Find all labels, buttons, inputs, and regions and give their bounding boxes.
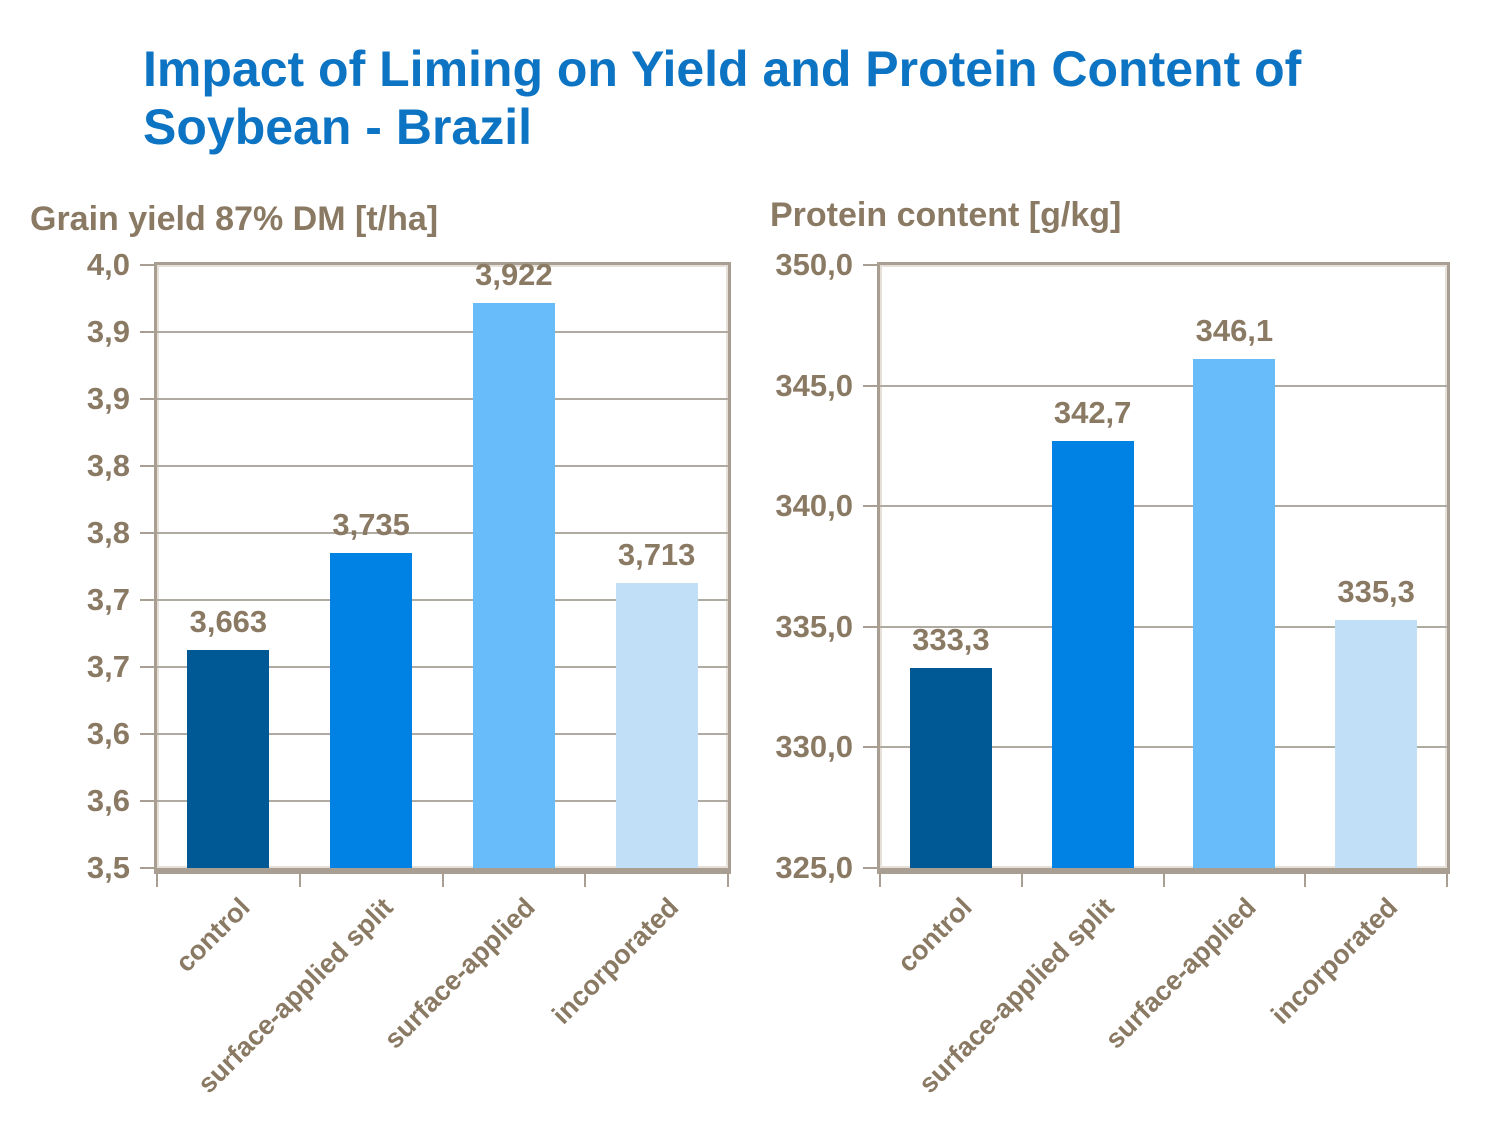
gridline: [157, 800, 728, 802]
category-label-control: control: [169, 892, 256, 978]
y-tick-label: 3,7: [86, 649, 130, 684]
gridline: [157, 532, 728, 534]
slide-title: Impact of Liming on Yield and Protein Co…: [143, 40, 1301, 156]
y-tick-mark: [140, 867, 154, 869]
bar-surface-applied-split: [1051, 441, 1134, 868]
y-tick-mark: [140, 666, 154, 668]
protein-content-axis-title: Protein content [g/kg]: [770, 196, 1122, 234]
x-tick-mark: [879, 874, 881, 887]
y-tick-mark: [863, 384, 877, 387]
category-label-incorporated: incorporated: [1265, 892, 1404, 1030]
y-tick-mark: [863, 264, 877, 266]
bar-incorporated: [615, 582, 698, 868]
y-tick-label: 3,6: [86, 783, 130, 818]
category-label-incorporated: incorporated: [545, 892, 684, 1030]
category-label-control: control: [892, 892, 979, 978]
gridline: [880, 746, 1447, 749]
y-tick-label: 325,0: [775, 850, 853, 885]
y-tick-label: 3,5: [86, 850, 130, 885]
protein-content-plot-area: 325,0 330,0 335,0 340,0 345,0 350,0 333,3 contr…: [775, 247, 1450, 1099]
bar-control: [187, 649, 270, 868]
y-tick-label: 3,6: [86, 716, 130, 751]
category-label-surface-applied-split: surface-applied split: [912, 892, 1120, 1099]
bar-surface-applied-split: [330, 553, 413, 868]
x-tick-mark: [727, 874, 729, 887]
x-tick-mark: [156, 874, 158, 887]
y-tick-label: 3,8: [86, 515, 130, 550]
y-tick-mark: [140, 331, 154, 333]
y-tick-mark: [140, 599, 154, 601]
x-tick-mark: [1020, 874, 1023, 887]
gridline: [157, 599, 728, 601]
y-tick-label: 3,7: [86, 582, 130, 617]
y-tick-label: 330,0: [775, 729, 853, 765]
gridline: [880, 384, 1447, 387]
x-tick-mark: [1446, 874, 1448, 887]
category-label-surface-applied-split: surface-applied split: [191, 892, 399, 1099]
y-tick-label: 4,0: [86, 247, 130, 282]
grain-yield-axis-title: Grain yield 87% DM [t/ha]: [30, 200, 439, 238]
y-tick-mark: [140, 465, 154, 467]
y-tick-mark: [140, 398, 154, 400]
grain-yield-plot-area: 3,5 3,6 3,6 3,7 3,7 3,8 3,8 3,9 3,9 4,0 3,663 contr…: [87, 247, 731, 1099]
value-label-surface-applied-split: 3,735: [332, 507, 410, 543]
value-label-control: 333,3: [912, 621, 990, 657]
x-tick-mark: [298, 874, 301, 887]
value-label-surface-applied-split: 342,7: [1053, 395, 1132, 431]
y-tick-mark: [140, 800, 154, 802]
category-label-surface-applied: surface-applied: [1099, 892, 1262, 1055]
bar-surface-applied: [1193, 359, 1276, 868]
y-tick-label: 350,0: [775, 247, 853, 282]
gridline: [157, 465, 728, 467]
x-tick-mark: [1304, 874, 1307, 887]
gridline: [880, 625, 1447, 628]
x-tick-mark: [584, 874, 587, 887]
y-tick-label: 3,9: [86, 314, 130, 349]
bar-incorporated: [1335, 619, 1418, 868]
y-tick-label: 340,0: [775, 488, 853, 524]
y-tick-mark: [140, 532, 154, 534]
gridline: [157, 398, 728, 400]
y-tick-mark: [863, 867, 877, 869]
y-tick-mark: [140, 264, 154, 266]
y-tick-label: 335,0: [775, 608, 853, 644]
value-label-incorporated: 335,3: [1337, 573, 1415, 609]
slide-title-line1: Impact of Liming on Yield and Protein Co…: [143, 41, 1302, 97]
value-label-surface-applied: 3,922: [475, 256, 553, 292]
y-tick-mark: [863, 505, 877, 508]
value-label-control: 3,663: [189, 603, 268, 639]
x-tick-mark: [1162, 874, 1165, 887]
value-label-incorporated: 3,713: [617, 536, 696, 572]
gridline: [157, 331, 728, 333]
x-tick-mark: [441, 874, 444, 887]
category-label-surface-applied: surface-applied: [378, 892, 542, 1055]
bar-control: [909, 667, 992, 868]
y-tick-mark: [140, 733, 154, 735]
y-tick-label: 3,9: [86, 381, 130, 416]
y-tick-mark: [863, 746, 877, 749]
gridline: [157, 733, 728, 735]
y-tick-label: 3,8: [86, 448, 130, 483]
gridline: [880, 505, 1447, 508]
slide-title-line2: Soybean - Brazil: [143, 99, 532, 155]
y-tick-label: 345,0: [775, 367, 853, 403]
bar-surface-applied: [472, 302, 555, 868]
gridline: [157, 666, 728, 668]
value-label-surface-applied: 346,1: [1195, 313, 1274, 349]
y-tick-mark: [863, 625, 877, 628]
